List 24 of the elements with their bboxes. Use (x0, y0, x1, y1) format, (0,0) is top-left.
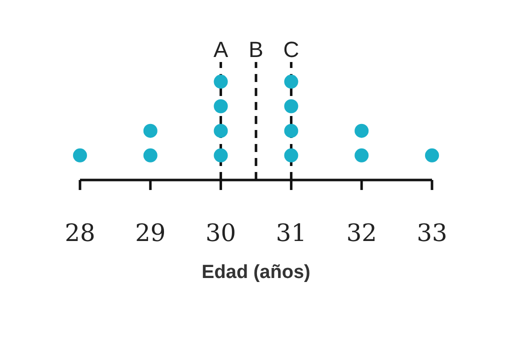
x-tick-label: 33 (416, 219, 448, 248)
x-tick-label: 30 (206, 219, 236, 248)
point (425, 148, 439, 162)
x-axis-title: Edad (años) (202, 262, 310, 283)
x-tick-label: 28 (64, 219, 96, 248)
point (354, 148, 369, 162)
point (354, 124, 369, 138)
point (143, 124, 158, 138)
point (214, 124, 228, 138)
x-tick-label: 32 (346, 219, 377, 248)
point (214, 74, 228, 89)
x-tick-label: 29 (135, 219, 166, 248)
point (214, 148, 228, 162)
point (284, 99, 298, 114)
point (284, 148, 298, 162)
ref-line-label: C (283, 37, 300, 62)
x-tick-label: 31 (276, 219, 306, 248)
point (284, 124, 298, 138)
point (284, 74, 298, 89)
ref-line-label: B (248, 37, 264, 62)
point (143, 148, 158, 162)
ref-line-label: A (213, 37, 228, 62)
point (73, 148, 87, 162)
point (214, 99, 228, 114)
